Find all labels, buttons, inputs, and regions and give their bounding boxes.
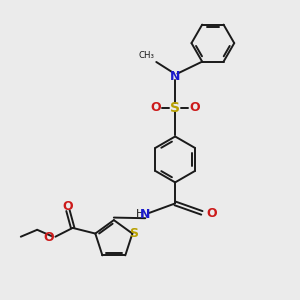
Text: N: N [140, 208, 151, 221]
Text: O: O [43, 231, 54, 244]
Text: O: O [206, 207, 217, 220]
Text: S: S [170, 100, 180, 115]
Text: O: O [62, 200, 73, 213]
Text: H: H [135, 209, 144, 219]
Text: CH₃: CH₃ [138, 51, 154, 60]
Text: O: O [189, 101, 200, 114]
Text: O: O [150, 101, 161, 114]
Text: S: S [130, 227, 139, 240]
Text: N: N [170, 70, 180, 83]
